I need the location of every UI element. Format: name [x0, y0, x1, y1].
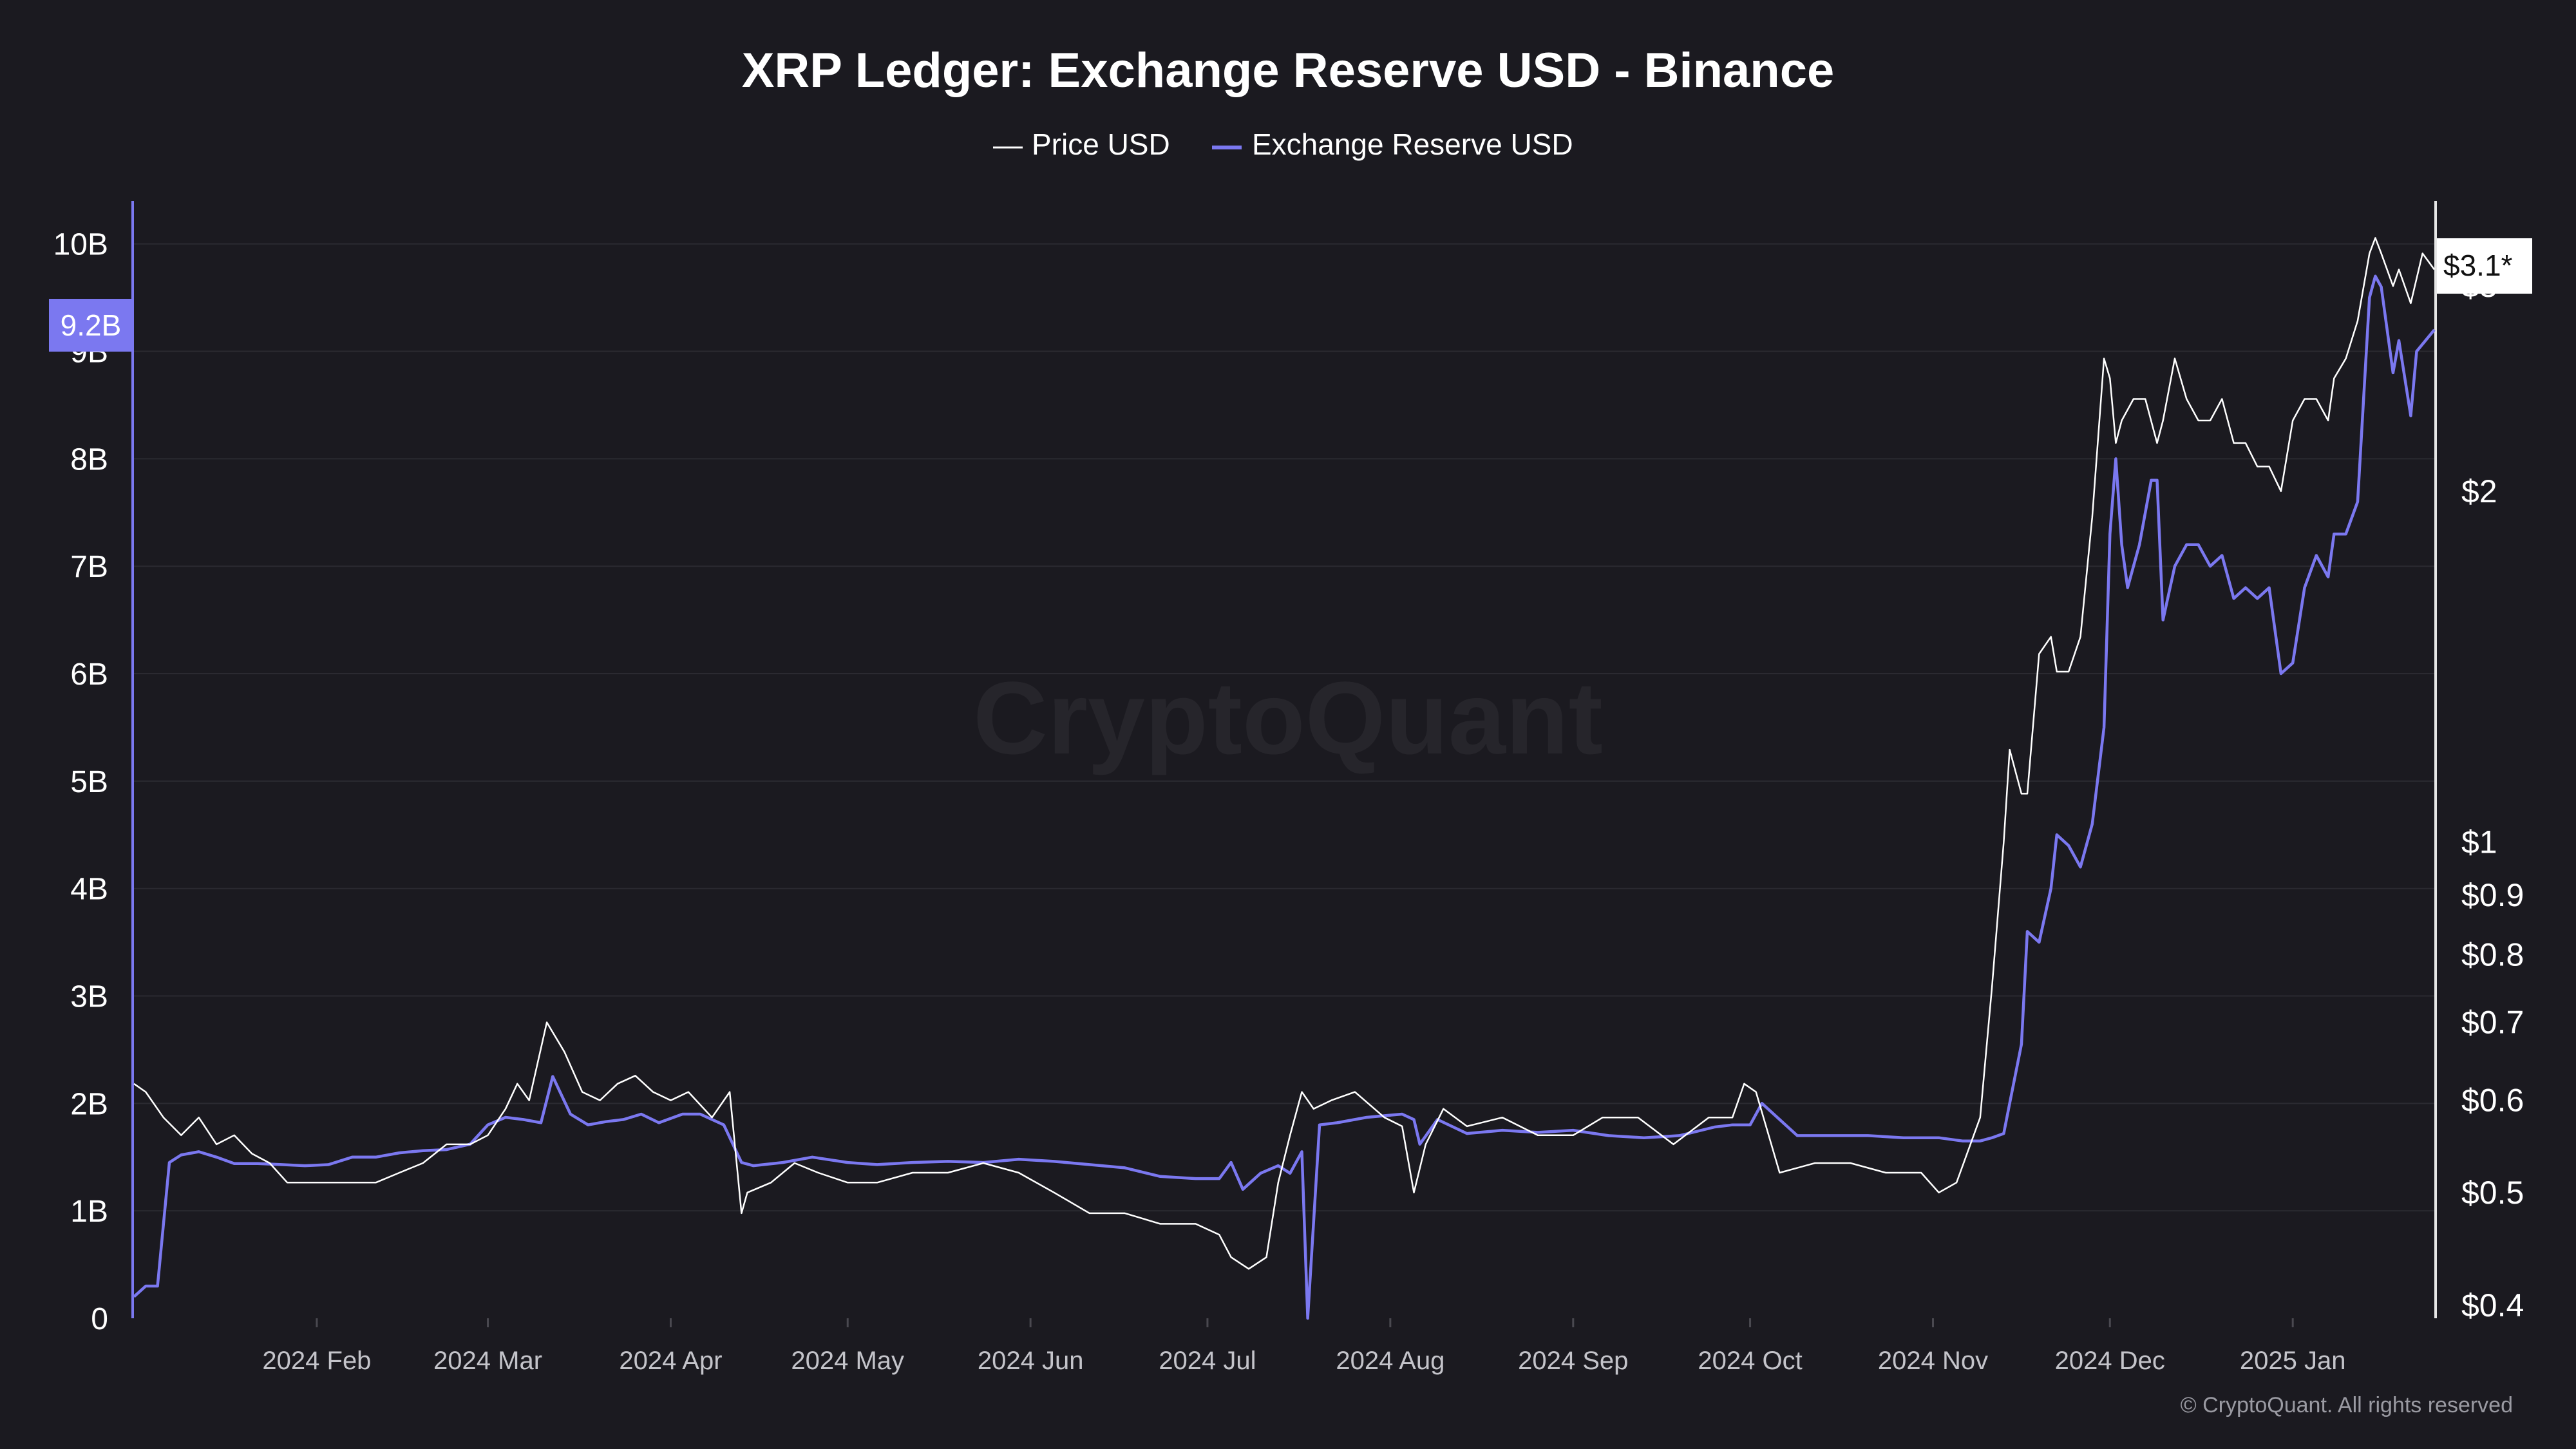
x-tick-label: 2024 Jul [1159, 1347, 1256, 1375]
x-tick-label: 2024 Mar [433, 1347, 542, 1375]
x-tick-label: 2024 Oct [1698, 1347, 1802, 1375]
chart-title: XRP Ledger: Exchange Reserve USD - Binan… [742, 43, 1835, 98]
left-current-value-bg [49, 299, 133, 352]
y-left-tick-label: 0 [91, 1302, 108, 1336]
y-left-tick-label: 7B [70, 550, 108, 584]
y-left-tick-label: 8B [70, 442, 108, 477]
y-left-tick-label: 10B [53, 228, 108, 262]
y-right-tick-label: $0.7 [2461, 1004, 2524, 1040]
y-left-tick-label: 6B [70, 658, 108, 692]
watermark: CryptoQuant [973, 660, 1603, 775]
y-right-tick-label: $0.5 [2461, 1175, 2524, 1211]
legend: Price USD Exchange Reserve USD [993, 128, 1573, 161]
x-tick-label: 2024 Jun [978, 1347, 1084, 1375]
copyright-text: © CryptoQuant. All rights reserved [2181, 1393, 2513, 1417]
x-tick-label: 2025 Jan [2240, 1347, 2346, 1375]
y-right-tick-label: $0.9 [2461, 877, 2524, 913]
left-current-value-label: 9.2B [61, 308, 122, 342]
x-axis-ticks: 2024 Feb 2024 Mar 2024 Apr 2024 May 2024 Jun… [262, 1318, 2345, 1375]
y-right-tick-label: $0.4 [2461, 1287, 2524, 1323]
legend-label-exchange-reserve[interactable]: Exchange Reserve USD [1252, 128, 1573, 161]
y-left-tick-label: 3B [70, 980, 108, 1014]
y-right-tick-label: $0.6 [2461, 1083, 2524, 1119]
legend-label-price[interactable]: Price USD [1032, 128, 1170, 161]
x-tick-label: 2024 Aug [1336, 1347, 1444, 1375]
y-left-tick-label: 2B [70, 1087, 108, 1121]
x-tick-label: 2024 Nov [1878, 1347, 1988, 1375]
y-left-tick-label: 1B [70, 1195, 108, 1229]
y-right-tick-label: $0.8 [2461, 937, 2524, 973]
left-current-value-badge: 9.2B [49, 299, 133, 352]
x-tick-label: 2024 Sep [1518, 1347, 1628, 1375]
x-tick-label: 2024 Feb [262, 1347, 371, 1375]
right-current-value-badge: $3.1* [2437, 238, 2532, 294]
x-tick-label: 2024 Apr [619, 1347, 722, 1375]
right-current-value-bg [2437, 238, 2532, 294]
y-left-tick-label: 4B [70, 873, 108, 907]
x-tick-label: 2024 May [791, 1347, 904, 1375]
y-right-tick-label: $2 [2461, 473, 2497, 509]
grid-lines [134, 243, 2434, 1212]
series-line-exchange-reserve [133, 274, 2436, 1320]
right-current-value-label: $3.1* [2443, 249, 2513, 282]
y-left-tick-label: 5B [70, 765, 108, 799]
series-line-price [133, 237, 2436, 1270]
y-right-tick-label: $1 [2461, 824, 2497, 860]
x-tick-label: 2024 Dec [2055, 1347, 2165, 1375]
